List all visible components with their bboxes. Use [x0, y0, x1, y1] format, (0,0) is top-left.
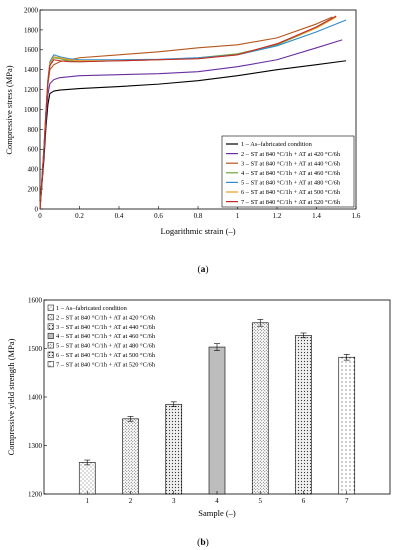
chart-b-legend-swatch	[47, 342, 54, 349]
chart-b-bar-6	[295, 335, 312, 495]
chart-b-legend-swatch	[47, 314, 54, 321]
chart-a-legend: 1 – As–fabricated condition 2 – ST at 840…	[221, 135, 355, 208]
chart-a-x-axis-label: Logarithmic strain (–)	[160, 226, 235, 236]
chart-b-y-ticks: 1200 1300 1400 1500 1600	[28, 296, 47, 498]
chart-b-x-tick-label: 3	[172, 497, 176, 505]
chart-a-x-tick-label: 1.4	[312, 212, 321, 220]
chart-a-legend-box	[221, 135, 355, 208]
chart-a-y-tick-label: 400	[28, 166, 39, 174]
chart-a-y-tick-label: 1600	[24, 46, 39, 54]
chart-b-legend-entry: 7 – ST at 840 °C/1h + AT at 520 °C/6h	[56, 361, 156, 368]
chart-b-legend-entry: 4 – ST at 840 °C/1h + AT at 460 °C/6h	[56, 333, 156, 340]
chart-a-y-tick-label: 1400	[24, 66, 39, 74]
chart-b-bar-1	[78, 462, 96, 495]
chart-a-y-tick-label: 1000	[24, 106, 39, 114]
chart-a-y-tick-label: 600	[28, 146, 39, 154]
chart-b-bar-4	[208, 346, 226, 495]
chart-a-legend-entry: 1 – As–fabricated condition	[241, 141, 313, 148]
chart-b-x-axis-label: Sample (–)	[198, 508, 236, 518]
chart-a-y-tick-label: 800	[28, 126, 39, 134]
chart-a-legend-entry: 2 – ST at 840 °C/1h + AT at 420 °C/6h	[241, 151, 341, 158]
chart-a-y-tick-label: 1800	[24, 26, 39, 34]
chart-a-y-tick-label: 2000	[24, 6, 39, 14]
chart-b-bar-7	[338, 356, 356, 495]
chart-a-legend-entry: 3 – ST at 840 °C/1h + AT at 440 °C/6h	[241, 160, 341, 167]
chart-a-legend-entry: 6 – ST at 840 °C/1h + AT at 500 °C/6h	[241, 189, 341, 196]
yield-strength-chart: 1200 1300 1400 1500 1600 1 2 3 4 5 6 7 1 – As–fabr…	[6, 296, 391, 548]
chart-a-x-tick-label: 0.6	[154, 212, 163, 220]
chart-b-x-tick-label: 4	[215, 497, 219, 505]
chart-b-legend: 1 – As–fabricated condition 2 – ST at 840…	[47, 304, 156, 368]
chart-b-x-tick-label: 5	[259, 497, 263, 505]
chart-b-legend-entry: 2 – ST at 840 °C/1h + AT at 420 °C/6h	[56, 314, 156, 321]
chart-a-x-tick-label: 1.6	[352, 212, 361, 220]
chart-a-caption: (a)	[197, 264, 208, 275]
chart-a-y-axis-label: Compressive stress (MPa)	[4, 65, 14, 154]
chart-a-y-tick-label: 0	[35, 205, 39, 213]
chart-a-x-tick-label: 0.4	[115, 212, 124, 220]
chart-a-x-tick-label: 0	[38, 212, 42, 220]
chart-b-y-tick-label: 1500	[28, 345, 43, 353]
chart-b-x-tick-label: 2	[129, 497, 133, 505]
chart-b-y-tick-label: 1400	[28, 393, 43, 401]
chart-b-legend-entry: 3 – ST at 840 °C/1h + AT at 440 °C/6h	[56, 324, 156, 331]
chart-b-y-tick-label: 1600	[28, 296, 43, 304]
chart-b-legend-swatch	[47, 323, 54, 330]
chart-a-x-tick-label: 1.2	[273, 212, 282, 220]
chart-b-x-tick-label: 6	[302, 497, 306, 505]
chart-b-legend-swatch	[47, 332, 54, 339]
chart-b-legend-entry: 6 – ST at 840 °C/1h + AT at 500 °C/6h	[56, 352, 156, 359]
chart-a-y-tick-label: 1200	[24, 86, 39, 94]
chart-a-legend-entry: 4 – ST at 840 °C/1h + AT at 460 °C/6h	[241, 170, 341, 177]
chart-b-x-tick-label: 7	[345, 497, 349, 505]
chart-a-series-line-7	[39, 15, 337, 210]
chart-b-bar-3	[165, 403, 183, 495]
chart-a-y-ticks: 0 200 400 600 800 1000 1200 1400 1600 1800 2000	[24, 6, 43, 213]
chart-a-y-tick-label: 200	[28, 186, 39, 194]
chart-a-legend-entry: 7 – ST at 840 °C/1h + AT at 520 °C/6h	[241, 199, 341, 206]
chart-b-legend-entry: 5 – ST at 840 °C/1h + AT at 480 °C/6h	[56, 343, 156, 350]
chart-b-x-tick-label: 1	[86, 497, 90, 505]
chart-b-y-axis-label: Compressive yield strength (MPa)	[6, 338, 16, 455]
chart-a-legend-entry: 5 – ST at 840 °C/1h + AT at 480 °C/6h	[241, 180, 341, 187]
chart-a-x-ticks: 0 0.2 0.4 0.6 0.8 1 1.2 1.4 1.6	[38, 206, 361, 220]
chart-b-caption: (b)	[197, 537, 209, 548]
chart-a-x-tick-label: 0.8	[194, 212, 203, 220]
chart-b-y-tick-label: 1200	[28, 490, 43, 498]
chart-b-legend-entry: 1 – As–fabricated condition	[56, 305, 128, 312]
chart-b-bar-5	[251, 322, 269, 495]
chart-b-legend-swatch	[47, 351, 54, 358]
chart-a-series-lines	[39, 15, 347, 210]
chart-b-legend-swatch	[47, 304, 54, 311]
chart-a-x-tick-label: 0.2	[75, 212, 84, 220]
chart-a-x-tick-label: 1	[236, 212, 240, 220]
chart-b-bar-2	[122, 418, 139, 495]
chart-b-legend-swatch	[47, 361, 54, 368]
chart-b-y-tick-label: 1300	[28, 442, 43, 450]
chart-b-bars: 1 2 3 4 5 6 7	[78, 319, 356, 505]
